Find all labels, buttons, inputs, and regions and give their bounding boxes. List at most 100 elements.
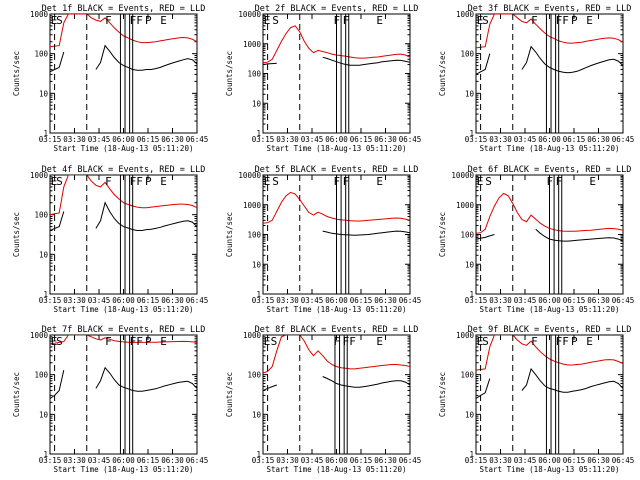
x-tick-label: 03:15	[39, 296, 62, 305]
x-tick-label: 06:00	[538, 296, 561, 305]
series-line-events	[263, 56, 410, 66]
x-tick-label: 03:45	[88, 456, 111, 465]
region-label: E	[376, 335, 383, 348]
x-tick-label: 03:15	[252, 296, 275, 305]
region-label: E	[586, 335, 593, 348]
region-label: F	[333, 14, 340, 27]
y-tick-label: 10000	[451, 171, 474, 180]
series-line-events	[50, 201, 197, 231]
x-axis-title: Start Time (18-Aug-13 05:11:20)	[54, 144, 194, 153]
region-label: E	[589, 175, 596, 188]
x-tick-label: 06:15	[137, 135, 160, 144]
x-tick-label: 06:45	[399, 456, 422, 465]
panel-title: Det 4f BLACK = Events, RED = LLD	[42, 165, 206, 175]
x-axis-title: Start Time (18-Aug-13 05:11:20)	[480, 305, 620, 314]
region-label: E	[586, 14, 593, 27]
plot-area	[50, 335, 197, 454]
region-label: F	[531, 14, 538, 27]
detector-panel-1: Det 1f BLACK = Events, RED = LLD 1 10 100 10…	[12, 4, 208, 153]
region-label: S	[482, 335, 489, 348]
region-label: FF	[556, 335, 569, 348]
detector-panel-6: Det 6f BLACK = Events, RED = LLD 1 10 100 10…	[438, 165, 634, 314]
series-line-events	[50, 44, 197, 73]
x-tick-label: 06:30	[374, 296, 397, 305]
series-line-events	[476, 228, 623, 242]
x-tick-label: 06:00	[325, 135, 348, 144]
series-line-events	[50, 366, 197, 399]
plot-area	[263, 14, 410, 133]
region-label: F	[105, 175, 112, 188]
region-label: S	[56, 175, 63, 188]
detector-panel-2: Det 2f BLACK = Events, RED = LLD 1 10 100 10…	[225, 4, 421, 153]
x-tick-label: 06:45	[399, 296, 422, 305]
x-tick-label: 03:45	[88, 296, 111, 305]
y-tick-label: 10	[39, 250, 49, 259]
y-tick-label: 1000	[456, 10, 475, 19]
x-tick-label: 03:30	[489, 296, 512, 305]
panel-title: Det 9f BLACK = Events, RED = LLD	[468, 325, 632, 335]
region-label: E	[51, 335, 58, 348]
y-axis-label: Counts/sec	[438, 212, 447, 257]
y-tick-label: 1	[43, 129, 48, 138]
x-tick-label: 06:00	[112, 296, 135, 305]
region-label: S	[56, 335, 63, 348]
y-axis-label: Counts/sec	[438, 51, 447, 96]
x-tick-label: 03:45	[514, 296, 537, 305]
x-tick-label: 03:15	[465, 296, 488, 305]
x-tick-label: 06:15	[137, 456, 160, 465]
region-label: E	[477, 335, 484, 348]
series-line-lld	[50, 335, 197, 345]
y-axis-label: Counts/sec	[225, 51, 234, 96]
region-label: FF	[343, 335, 356, 348]
y-tick-label: 1000	[30, 10, 49, 19]
x-tick-label: 03:45	[514, 456, 537, 465]
y-tick-label: 1	[256, 450, 261, 459]
y-tick-label: 100	[460, 371, 474, 380]
x-tick-label: 06:30	[161, 135, 184, 144]
x-tick-label: 06:00	[538, 135, 561, 144]
x-tick-label: 03:15	[252, 456, 275, 465]
y-tick-label: 1	[469, 450, 474, 459]
y-tick-label: 1000	[243, 331, 262, 340]
x-tick-label: 06:00	[538, 456, 561, 465]
y-tick-label: 1000	[243, 201, 262, 210]
region-label: P	[145, 335, 152, 348]
region-label: E	[160, 14, 167, 27]
y-tick-label: 1	[43, 290, 48, 299]
x-tick-label: 06:00	[112, 135, 135, 144]
panel-title: Det 2f BLACK = Events, RED = LLD	[255, 4, 419, 14]
region-label: S	[482, 14, 489, 27]
y-tick-label: 100	[247, 70, 261, 79]
y-tick-label: 100	[34, 50, 48, 59]
x-axis-title: Start Time (18-Aug-13 05:11:20)	[267, 305, 407, 314]
y-tick-label: 10	[465, 89, 475, 98]
panel-title: Det 1f BLACK = Events, RED = LLD	[42, 4, 206, 14]
x-tick-label: 03:45	[88, 135, 111, 144]
x-tick-label: 03:30	[63, 296, 86, 305]
x-tick-label: 06:15	[563, 135, 586, 144]
x-tick-label: 06:30	[161, 456, 184, 465]
y-tick-label: 10	[252, 260, 262, 269]
x-tick-label: 03:15	[39, 135, 62, 144]
y-tick-label: 100	[247, 231, 261, 240]
y-axis-label: Counts/sec	[12, 51, 21, 96]
x-tick-label: 06:30	[374, 456, 397, 465]
x-tick-label: 06:15	[563, 296, 586, 305]
detector-panel-8: Det 8f BLACK = Events, RED = LLD 1 10 100 10…	[225, 325, 421, 474]
y-tick-label: 1	[469, 290, 474, 299]
x-tick-label: 03:45	[514, 135, 537, 144]
x-tick-label: 03:30	[489, 456, 512, 465]
plot-frame	[49, 174, 198, 295]
plot-area	[476, 175, 623, 294]
x-axis-title: Start Time (18-Aug-13 05:11:20)	[54, 465, 194, 474]
x-axis-title: Start Time (18-Aug-13 05:11:20)	[480, 144, 620, 153]
y-tick-label: 10	[252, 99, 262, 108]
y-tick-label: 100	[247, 371, 261, 380]
x-tick-label: 03:45	[301, 296, 324, 305]
plot-frame	[262, 334, 411, 455]
detector-panel-5: Det 5f BLACK = Events, RED = LLD 1 10 100 10…	[225, 165, 421, 314]
series-line-lld	[263, 335, 410, 374]
plot-frame	[475, 13, 624, 134]
y-tick-label: 100	[460, 50, 474, 59]
